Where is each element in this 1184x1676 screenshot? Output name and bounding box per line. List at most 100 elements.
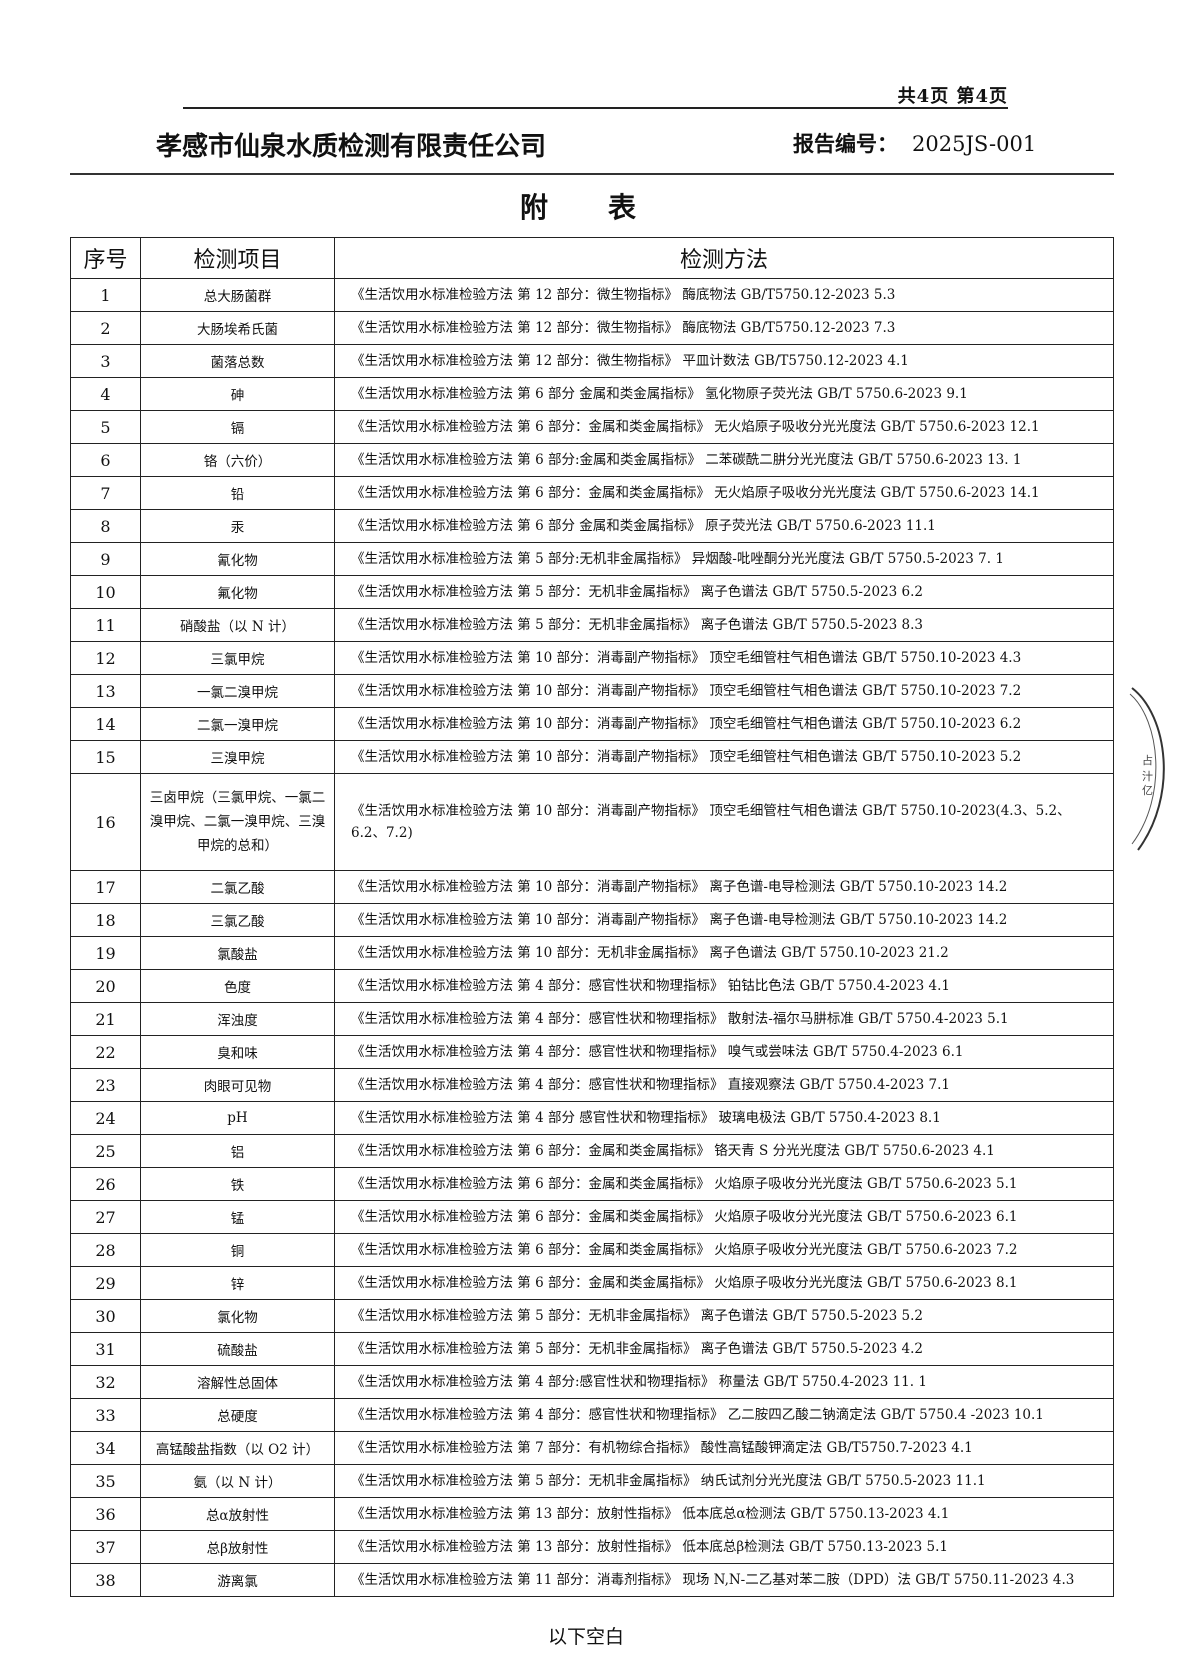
row-number: 10 <box>70 575 141 609</box>
test-method: 《生活饮用水标准检验方法 第 11 部分：消毒剂指标》 现场 N,N-二乙基对苯… <box>334 1563 1114 1597</box>
seal-stamp-partial: 占 汁 亿 <box>1129 687 1165 851</box>
table-row: 12 三氯甲烷 《生活饮用水标准检验方法 第 10 部分：消毒副产物指标》 顶空毛细… <box>70 641 1114 675</box>
test-item: 菌落总数 <box>140 344 335 378</box>
test-method: 《生活饮用水标准检验方法 第 6 部分：金属和类金属指标》 火焰原子吸收分光光度… <box>334 1200 1114 1234</box>
table-row: 4 砷《生活饮用水标准检验方法 第 6 部分 金属和类金属指标》 氢化物原子荧光法… <box>70 377 1114 411</box>
test-method: 《生活饮用水标准检验方法 第 6 部分：金属和类金属指标》 无火焰原子吸收分光光… <box>334 410 1114 444</box>
test-method: 《生活饮用水标准检验方法 第 4 部分：感官性状和物理指标》 嗅气或尝味法 GB… <box>334 1035 1114 1069</box>
table-row: 9 氰化物 《生活饮用水标准检验方法 第 5 部分:无机非金属指标》 异烟酸-吡唑酮… <box>70 542 1114 576</box>
test-item: 总大肠菌群 <box>140 278 335 312</box>
test-item: 氟化物 <box>140 575 335 609</box>
test-method: 《生活饮用水标准检验方法 第 5 部分：无机非金属指标》 离子色谱法 GB/T … <box>334 608 1114 642</box>
row-number: 11 <box>70 608 141 642</box>
svg-text:汁: 汁 <box>1142 770 1153 783</box>
table-row: 28 铜《生活饮用水标准检验方法 第 6 部分：金属和类金属指标》 火焰原子吸收分… <box>70 1233 1114 1267</box>
table-header-row: 序号 检测项目 检测方法 <box>70 237 1114 279</box>
blank-below-note: 以下空白 <box>547 1626 624 1648</box>
test-method: 《生活饮用水标准检验方法 第 10 部分：消毒副产物指标》 顶空毛细管柱气相色谱… <box>334 707 1114 741</box>
row-number: 7 <box>70 476 141 510</box>
table-row: 35 氨（以 N 计） 《生活饮用水标准检验方法 第 5 部分：无机非金属指标》 纳… <box>70 1464 1114 1498</box>
table-row: 15 三溴甲烷 《生活饮用水标准检验方法 第 10 部分：消毒副产物指标》 顶空毛细… <box>70 740 1114 774</box>
header-rule <box>183 107 1008 109</box>
test-item: 氨（以 N 计） <box>140 1464 335 1498</box>
test-method: 《生活饮用水标准检验方法 第 6 部分：金属和类金属指标》 铬天青 S 分光光度… <box>334 1134 1114 1168</box>
test-item: 总β放射性 <box>140 1530 335 1564</box>
test-item: 一氯二溴甲烷 <box>140 674 335 708</box>
table-row: 17 二氯乙酸 《生活饮用水标准检验方法 第 10 部分：消毒副产物指标》 离子色谱… <box>70 870 1114 904</box>
table-row: 14 二氯一溴甲烷 《生活饮用水标准检验方法 第 10 部分：消毒副产物指标》 顶空… <box>70 707 1114 741</box>
document-title: 附表 <box>519 191 696 224</box>
test-method: 《生活饮用水标准检验方法 第 6 部分：金属和类金属指标》 火焰原子吸收分光光度… <box>334 1233 1114 1267</box>
test-method: 《生活饮用水标准检验方法 第 4 部分:感官性状和物理指标》 称量法 GB/T … <box>334 1365 1114 1399</box>
row-number: 36 <box>70 1497 141 1531</box>
row-number: 19 <box>70 936 141 970</box>
test-method: 《生活饮用水标准检验方法 第 4 部分：感官性状和物理指标》 直接观察法 GB/… <box>334 1068 1114 1102</box>
table-row: 13 一氯二溴甲烷 《生活饮用水标准检验方法 第 10 部分：消毒副产物指标》 顶空… <box>70 674 1114 708</box>
row-number: 30 <box>70 1299 141 1333</box>
report-number-value: 2025JS-001 <box>912 132 1037 156</box>
test-item: 氯酸盐 <box>140 936 335 970</box>
table-row: 36 总α放射性 《生活饮用水标准检验方法 第 13 部分：放射性指标》 低本底总α… <box>70 1497 1114 1531</box>
test-item: 二氯一溴甲烷 <box>140 707 335 741</box>
test-item: 溶解性总固体 <box>140 1365 335 1399</box>
test-item: 锰 <box>140 1200 335 1234</box>
table-row: 22 臭和味 《生活饮用水标准检验方法 第 4 部分：感官性状和物理指标》 嗅气或尝… <box>70 1035 1114 1069</box>
test-item: 浑浊度 <box>140 1002 335 1036</box>
svg-text:占: 占 <box>1142 753 1153 767</box>
table-row: 25 铝《生活饮用水标准检验方法 第 6 部分：金属和类金属指标》 铬天青 S 分… <box>70 1134 1114 1168</box>
test-item: 三氯甲烷 <box>140 641 335 675</box>
row-number: 18 <box>70 903 141 937</box>
table-row: 30 氯化物 《生活饮用水标准检验方法 第 5 部分：无机非金属指标》 离子色谱法 … <box>70 1299 1114 1333</box>
test-item: 锌 <box>140 1266 335 1300</box>
test-item: pH <box>140 1101 335 1135</box>
table-row: 38 游离氯 《生活饮用水标准检验方法 第 11 部分：消毒剂指标》 现场 N,N-… <box>70 1563 1114 1597</box>
test-method: 《生活饮用水标准检验方法 第 5 部分：无机非金属指标》 离子色谱法 GB/T … <box>334 1332 1114 1366</box>
table-row: 8 汞《生活饮用水标准检验方法 第 6 部分 金属和类金属指标》 原子荧光法 GB… <box>70 509 1114 543</box>
table-row: 34 高锰酸盐指数（以 O2 计） 《生活饮用水标准检验方法 第 7 部分：有机物综… <box>70 1431 1114 1465</box>
test-method: 《生活饮用水标准检验方法 第 6 部分：金属和类金属指标》 火焰原子吸收分光光度… <box>334 1266 1114 1300</box>
test-item: 铜 <box>140 1233 335 1267</box>
test-item: 三溴甲烷 <box>140 740 335 774</box>
row-number: 31 <box>70 1332 141 1366</box>
test-method: 《生活饮用水标准检验方法 第 10 部分：消毒副产物指标》 顶空毛细管柱气相色谱… <box>334 674 1114 708</box>
row-number: 4 <box>70 377 141 411</box>
test-method: 《生活饮用水标准检验方法 第 6 部分：金属和类金属指标》 火焰原子吸收分光光度… <box>334 1167 1114 1201</box>
row-number: 35 <box>70 1464 141 1498</box>
row-number: 23 <box>70 1068 141 1102</box>
table-body: 1 总大肠菌群 《生活饮用水标准检验方法 第 12 部分：微生物指标》 酶底物法 G… <box>70 278 1114 1597</box>
test-item: 三卤甲烷（三氯甲烷、一氯二溴甲烷、二氯一溴甲烷、三溴甲烷的总和） <box>140 773 335 871</box>
table-row: 16 三卤甲烷（三氯甲烷、一氯二溴甲烷、二氯一溴甲烷、三溴甲烷的总和） 《生活饮用水… <box>70 773 1114 871</box>
test-method: 《生活饮用水标准检验方法 第 10 部分：消毒副产物指标》 顶空毛细管柱气相色谱… <box>334 740 1114 774</box>
report-number: 报告编号： 2025JS-001 <box>793 128 1036 158</box>
test-item: 硫酸盐 <box>140 1332 335 1366</box>
row-number: 28 <box>70 1233 141 1267</box>
test-item: 砷 <box>140 377 335 411</box>
table-row: 23 肉眼可见物 《生活饮用水标准检验方法 第 4 部分：感官性状和物理指标》 直接… <box>70 1068 1114 1102</box>
table-row: 24 pH 《生活饮用水标准检验方法 第 4 部分 感官性状和物理指标》 玻璃电极法… <box>70 1101 1114 1135</box>
test-method: 《生活饮用水标准检验方法 第 6 部分:金属和类金属指标》 二苯碳酰二肼分光光度… <box>334 443 1114 477</box>
row-number: 3 <box>70 344 141 378</box>
column-header-method: 检测方法 <box>334 237 1114 279</box>
test-item: 三氯乙酸 <box>140 903 335 937</box>
table-row: 20 色度 《生活饮用水标准检验方法 第 4 部分：感官性状和物理指标》 铂钴比色法… <box>70 969 1114 1003</box>
test-method: 《生活饮用水标准检验方法 第 12 部分：微生物指标》 酶底物法 GB/T575… <box>334 278 1114 312</box>
test-method: 《生活饮用水标准检验方法 第 4 部分 感官性状和物理指标》 玻璃电极法 GB/… <box>334 1101 1114 1135</box>
table-row: 19 氯酸盐 《生活饮用水标准检验方法 第 10 部分：无机非金属指标》 离子色谱法… <box>70 936 1114 970</box>
test-method: 《生活饮用水标准检验方法 第 10 部分：无机非金属指标》 离子色谱法 GB/T… <box>334 936 1114 970</box>
test-item: 总α放射性 <box>140 1497 335 1531</box>
test-item: 总硬度 <box>140 1398 335 1432</box>
test-item: 氯化物 <box>140 1299 335 1333</box>
row-number: 27 <box>70 1200 141 1234</box>
row-number: 1 <box>70 278 141 312</box>
test-method: 《生活饮用水标准检验方法 第 10 部分：消毒副产物指标》 顶空毛细管柱气相色谱… <box>334 773 1114 871</box>
row-number: 32 <box>70 1365 141 1399</box>
test-method: 《生活饮用水标准检验方法 第 5 部分:无机非金属指标》 异烟酸-吡唑酮分光光度… <box>334 542 1114 576</box>
test-method: 《生活饮用水标准检验方法 第 5 部分：无机非金属指标》 离子色谱法 GB/T … <box>334 575 1114 609</box>
table-row: 27 锰《生活饮用水标准检验方法 第 6 部分：金属和类金属指标》 火焰原子吸收分… <box>70 1200 1114 1234</box>
svg-text:亿: 亿 <box>1142 784 1153 797</box>
table-row: 26 铁《生活饮用水标准检验方法 第 6 部分：金属和类金属指标》 火焰原子吸收分… <box>70 1167 1114 1201</box>
test-item: 铝 <box>140 1134 335 1168</box>
test-item: 肉眼可见物 <box>140 1068 335 1102</box>
test-item: 大肠埃希氏菌 <box>140 311 335 345</box>
table-row: 7 铅《生活饮用水标准检验方法 第 6 部分：金属和类金属指标》 无火焰原子吸收分… <box>70 476 1114 510</box>
